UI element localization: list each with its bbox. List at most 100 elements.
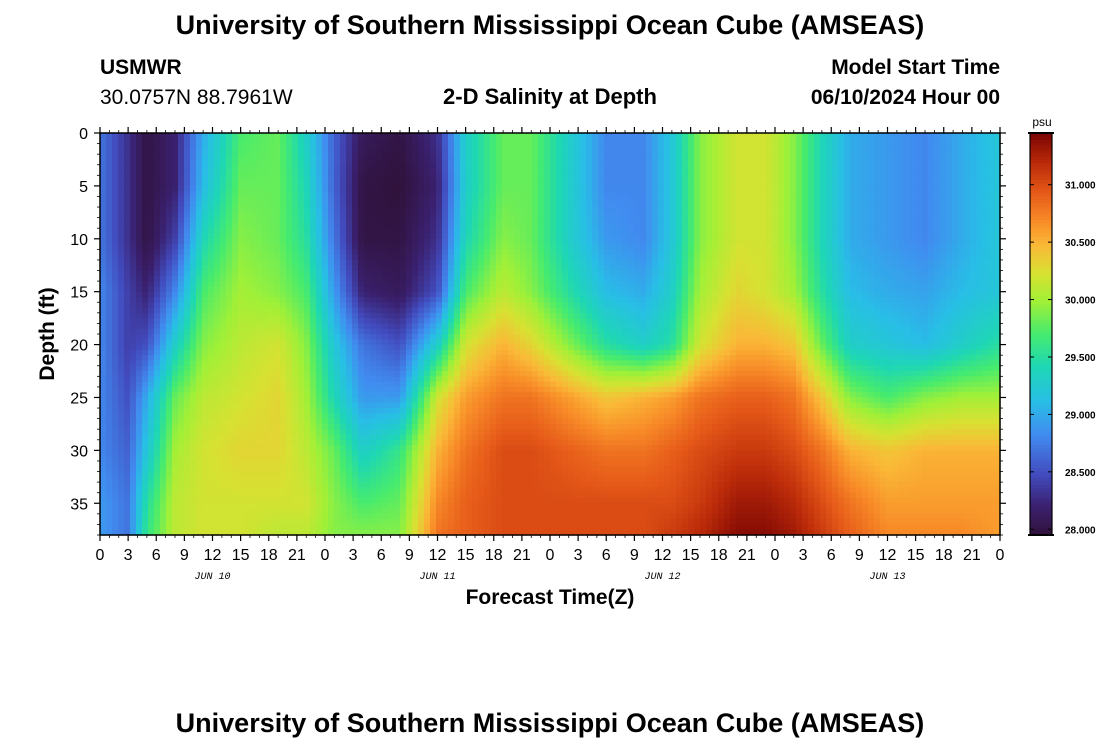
- heatmap-cell: [190, 519, 197, 526]
- heatmap-cell: [328, 339, 335, 346]
- heatmap-cell: [406, 307, 413, 314]
- heatmap-cell: [418, 334, 425, 340]
- heatmap-cell: [412, 259, 419, 266]
- heatmap-cell: [364, 386, 371, 393]
- heatmap-cell: [250, 249, 257, 256]
- heatmap-cell: [376, 413, 383, 420]
- heatmap-cell: [412, 244, 419, 250]
- heatmap-cell: [436, 312, 443, 319]
- heatmap-cell: [148, 529, 155, 536]
- heatmap-cell: [202, 212, 209, 219]
- heatmap-cell: [316, 138, 323, 145]
- heatmap-cell: [190, 249, 197, 256]
- heatmap-cell: [436, 323, 443, 330]
- heatmap-cell: [100, 392, 107, 399]
- heatmap-cell: [442, 228, 449, 235]
- heatmap-cell: [286, 164, 293, 171]
- heatmap-cell: [226, 233, 233, 240]
- heatmap-cell: [250, 270, 257, 277]
- heatmap-cell: [436, 175, 443, 182]
- heatmap-cell: [154, 259, 161, 266]
- heatmap-cell: [448, 323, 455, 330]
- heatmap-cell: [232, 222, 239, 229]
- heatmap-cell: [388, 318, 395, 325]
- heatmap-cell: [178, 275, 185, 282]
- heatmap-cell: [406, 244, 413, 250]
- heatmap-cell: [154, 201, 161, 208]
- heatmap-cell: [406, 265, 413, 272]
- heatmap-cell: [418, 344, 425, 351]
- heatmap-cell: [346, 487, 353, 494]
- heatmap-cell: [394, 408, 401, 414]
- heatmap-cell: [460, 259, 467, 266]
- heatmap-cell: [304, 397, 311, 404]
- heatmap-cell: [358, 339, 365, 346]
- heatmap-cell: [304, 191, 311, 198]
- heatmap-cell: [484, 519, 491, 526]
- heatmap-cell: [376, 460, 383, 467]
- heatmap-cell: [460, 497, 467, 504]
- heatmap-cell: [112, 270, 119, 277]
- heatmap-cell: [190, 386, 197, 393]
- heatmap-cell: [394, 434, 401, 441]
- heatmap-cell: [400, 133, 407, 139]
- heatmap-cell: [226, 339, 233, 346]
- heatmap-cell: [376, 492, 383, 499]
- heatmap-cell: [430, 238, 437, 245]
- heatmap-cell: [466, 175, 473, 182]
- heatmap-cell: [322, 334, 329, 340]
- heatmap-cell: [124, 228, 131, 235]
- heatmap-cell: [124, 212, 131, 219]
- heatmap-cell: [196, 519, 203, 526]
- heatmap-cell: [454, 371, 461, 377]
- heatmap-cell: [160, 259, 167, 266]
- heatmap-cell: [256, 529, 263, 536]
- heatmap-cell: [400, 402, 407, 409]
- heatmap-cell: [160, 371, 167, 377]
- heatmap-cell: [454, 302, 461, 309]
- heatmap-cell: [448, 296, 455, 303]
- heatmap-cell: [130, 360, 137, 367]
- heatmap-cell: [388, 180, 395, 187]
- heatmap-cell: [328, 291, 335, 298]
- heatmap-cell: [166, 466, 173, 473]
- heatmap-cell: [256, 302, 263, 309]
- heatmap-cell: [142, 429, 149, 436]
- heatmap-cell: [310, 259, 317, 266]
- heatmap-cell: [238, 170, 245, 176]
- heatmap-cell: [166, 222, 173, 229]
- heatmap-cell: [244, 450, 251, 457]
- heatmap-cell: [124, 307, 131, 314]
- heatmap-cell: [352, 307, 359, 314]
- heatmap-cell: [244, 423, 251, 430]
- heatmap-cell: [310, 360, 317, 367]
- heatmap-cell: [208, 222, 215, 229]
- heatmap-cell: [370, 423, 377, 430]
- heatmap-cell: [154, 386, 161, 393]
- heatmap-cell: [304, 434, 311, 441]
- heatmap-cell: [298, 503, 305, 510]
- heatmap-cell: [160, 524, 167, 531]
- heatmap-cell: [442, 497, 449, 504]
- heatmap-cell: [226, 376, 233, 383]
- heatmap-cell: [292, 529, 299, 536]
- heatmap-cell: [118, 164, 125, 171]
- heatmap-cell: [268, 154, 275, 161]
- heatmap-cell: [466, 275, 473, 282]
- heatmap-cell: [160, 296, 167, 303]
- heatmap-cell: [124, 476, 131, 483]
- heatmap-cell: [268, 180, 275, 187]
- heatmap-cell: [106, 323, 113, 330]
- heatmap-cell: [184, 228, 191, 235]
- heatmap-cell: [136, 170, 143, 176]
- heatmap-cell: [190, 371, 197, 377]
- heatmap-cell: [466, 233, 473, 240]
- heatmap-cell: [280, 312, 287, 319]
- heatmap-cell: [478, 138, 485, 145]
- heatmap-cell: [202, 238, 209, 245]
- heatmap-cell: [250, 360, 257, 367]
- heatmap-cell: [334, 450, 341, 457]
- heatmap-cell: [358, 497, 365, 504]
- heatmap-cell: [232, 413, 239, 420]
- heatmap-cell: [244, 349, 251, 356]
